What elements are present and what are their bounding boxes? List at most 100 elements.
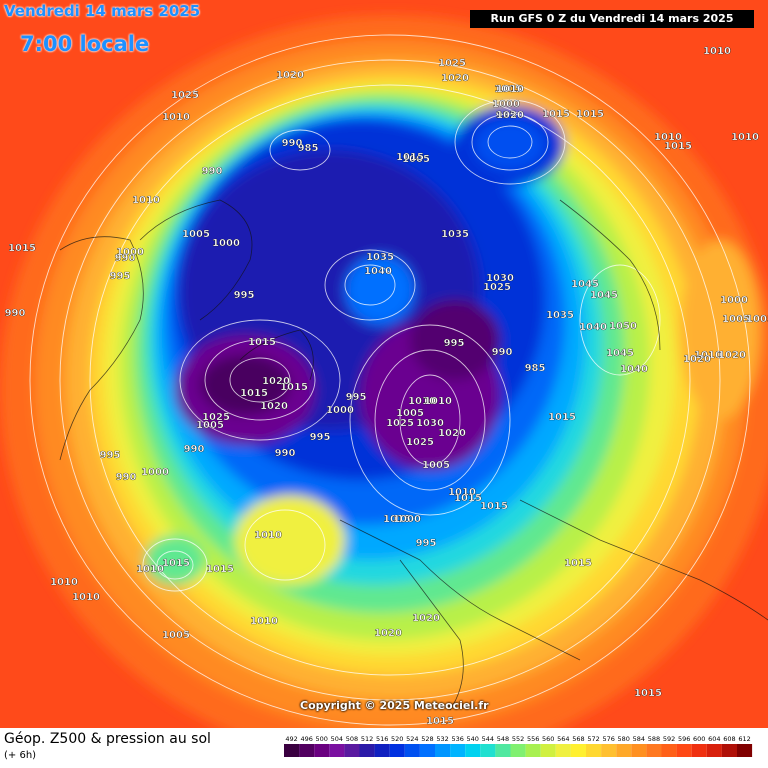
- pressure-label: 1035: [366, 252, 394, 263]
- pressure-label: 1025: [438, 58, 466, 69]
- pressure-label: 1025: [483, 282, 511, 293]
- scale-swatch: [586, 744, 602, 757]
- scale-label: 524: [406, 735, 418, 743]
- scale-label: 540: [467, 735, 479, 743]
- pressure-label: 990: [492, 347, 513, 358]
- pressure-label: 1005: [182, 229, 210, 240]
- pressure-label: 990: [116, 472, 137, 483]
- scale-swatch: [601, 744, 617, 757]
- scale-label: 544: [482, 735, 494, 743]
- legend-title: Géop. Z500 & pression au sol: [4, 731, 211, 747]
- pressure-label: 1015: [548, 412, 576, 423]
- pressure-label: 1000: [492, 99, 520, 110]
- pressure-label: 1020: [260, 401, 288, 412]
- pressure-label: 1050: [609, 321, 637, 332]
- scale-label: 516: [376, 735, 388, 743]
- pressure-label: 1005: [722, 314, 750, 325]
- pressure-label: 1005: [162, 630, 190, 641]
- pressure-label: 1015: [564, 558, 592, 569]
- pressure-label: 1015: [396, 152, 424, 163]
- geopotential-map: 1025102010201025101010051000995990985990…: [0, 15, 768, 728]
- pressure-label: 1010: [408, 396, 436, 407]
- scale-label: 500: [316, 735, 328, 743]
- scale-swatch: [706, 744, 722, 757]
- pressure-label: 1020: [438, 428, 466, 439]
- pressure-label: 1010: [448, 487, 476, 498]
- pressure-label: 995: [234, 290, 255, 301]
- scale-swatch: [555, 744, 571, 757]
- scale-swatch: [284, 744, 300, 757]
- pressure-label: 1010: [132, 195, 160, 206]
- scale-swatch: [525, 744, 541, 757]
- pressure-label: 1015: [8, 243, 36, 254]
- scale-swatch: [737, 744, 753, 757]
- pressure-label: 1000: [720, 295, 748, 306]
- pressure-label: 1025: [171, 90, 199, 101]
- scale-swatch: [344, 744, 360, 757]
- copyright: Copyright © 2025 Meteociel.fr: [300, 699, 489, 712]
- scale-swatch: [691, 744, 707, 757]
- pressure-label: 1005: [494, 84, 522, 95]
- pressure-label: 995: [496, 110, 517, 121]
- scale-label: 556: [527, 735, 539, 743]
- scale-label: 604: [708, 735, 720, 743]
- pressure-label: 995: [444, 338, 465, 349]
- pressure-label: 1010: [424, 396, 452, 407]
- pressure-label: 1010: [496, 84, 524, 95]
- pressure-label: 1035: [546, 310, 574, 321]
- forecast-time: 7:00 locale: [20, 32, 150, 56]
- pressure-label: 995: [346, 392, 367, 403]
- pressure-label: 1020: [683, 354, 711, 365]
- pressure-label: 1010: [162, 112, 190, 123]
- pressure-label: 1025: [386, 418, 414, 429]
- pressure-label: 1010: [694, 350, 722, 361]
- scale-swatch: [435, 744, 451, 757]
- run-info: Run GFS 0 Z du Vendredi 14 mars 2025: [470, 10, 754, 28]
- scale-label: 532: [436, 735, 448, 743]
- pressure-label: 1015: [634, 688, 662, 699]
- pressure-label: 990: [184, 444, 205, 455]
- pressure-label: 1000: [116, 247, 144, 258]
- scale-swatch: [465, 744, 481, 757]
- pressure-label: 1020: [718, 350, 746, 361]
- scale-label: 568: [572, 735, 584, 743]
- scale-label: 520: [391, 735, 403, 743]
- pressure-label: 990: [5, 308, 26, 319]
- scale-swatch: [389, 744, 405, 757]
- pressure-label: 1010: [731, 132, 759, 143]
- scale-swatch: [495, 744, 511, 757]
- pressure-label: 1030: [416, 418, 444, 429]
- color-scale: 492 496 500 504 508 512 516 520 524 528 532 536 540 5…: [284, 735, 753, 757]
- scale-label: 600: [693, 735, 705, 743]
- pressure-label: 1000: [212, 238, 240, 249]
- scale-label: 564: [557, 735, 569, 743]
- pressure-label: 1005: [422, 460, 450, 471]
- scale-swatch: [540, 744, 556, 757]
- scale-swatch: [299, 744, 315, 757]
- pressure-label: 1015: [162, 558, 190, 569]
- pressure-label: 995: [110, 271, 131, 282]
- pressure-label: 1045: [590, 290, 618, 301]
- pressure-label: 990: [115, 253, 136, 264]
- pressure-label: 1010: [250, 616, 278, 627]
- scale-label: 536: [451, 735, 463, 743]
- scale-label: 512: [361, 735, 373, 743]
- scale-label: 496: [300, 735, 312, 743]
- pressure-label: 1025: [406, 437, 434, 448]
- scale-label: 592: [663, 735, 675, 743]
- scale-label: 560: [542, 735, 554, 743]
- pressure-label: 1045: [571, 279, 599, 290]
- scale-swatch: [314, 744, 330, 757]
- pressure-label: 1015: [454, 493, 482, 504]
- scale-swatch: [329, 744, 345, 757]
- pressure-label: 1010: [654, 132, 682, 143]
- scale-label: 548: [497, 735, 509, 743]
- scale-label: 588: [648, 735, 660, 743]
- pressure-label: 1015: [383, 514, 411, 525]
- pressure-label: 1020: [496, 110, 524, 121]
- scale-label: 552: [512, 735, 524, 743]
- pressure-label: 1000: [141, 467, 169, 478]
- pressure-label: 1020: [276, 70, 304, 81]
- scale-swatch: [721, 744, 737, 757]
- pressure-label: 1000: [393, 514, 421, 525]
